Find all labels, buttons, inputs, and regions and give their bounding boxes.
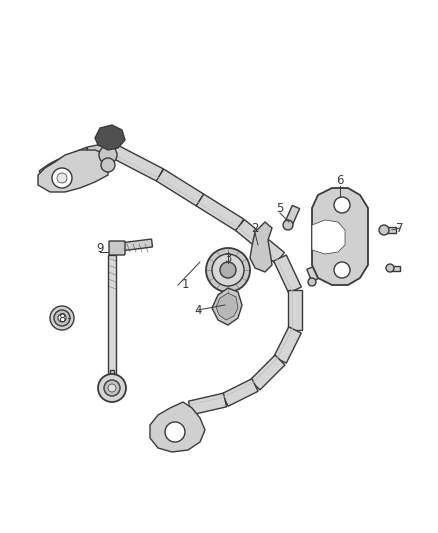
Text: 7: 7: [396, 222, 404, 235]
Polygon shape: [212, 288, 242, 325]
Circle shape: [101, 158, 115, 172]
Circle shape: [212, 254, 244, 286]
Circle shape: [283, 220, 293, 230]
Polygon shape: [284, 205, 300, 227]
Circle shape: [220, 262, 236, 278]
Polygon shape: [38, 150, 108, 192]
Polygon shape: [110, 370, 114, 380]
Text: 5: 5: [276, 201, 284, 214]
Circle shape: [165, 422, 185, 442]
Text: 3: 3: [224, 252, 232, 264]
Circle shape: [308, 278, 316, 286]
Polygon shape: [312, 220, 345, 254]
Circle shape: [54, 310, 70, 326]
Polygon shape: [274, 327, 301, 363]
Text: 2: 2: [251, 222, 259, 235]
Polygon shape: [384, 227, 396, 233]
Polygon shape: [288, 290, 302, 330]
Polygon shape: [196, 194, 244, 231]
Circle shape: [52, 168, 72, 188]
Circle shape: [104, 380, 120, 396]
Polygon shape: [105, 142, 163, 181]
Polygon shape: [390, 265, 400, 271]
Polygon shape: [274, 255, 301, 293]
Text: 8: 8: [58, 311, 66, 325]
Circle shape: [58, 314, 66, 322]
Polygon shape: [108, 255, 116, 380]
FancyBboxPatch shape: [109, 241, 125, 255]
Polygon shape: [236, 220, 284, 263]
Polygon shape: [156, 169, 204, 206]
Circle shape: [206, 248, 250, 292]
Circle shape: [99, 146, 117, 164]
Text: 4: 4: [194, 303, 202, 317]
Polygon shape: [250, 222, 272, 272]
Polygon shape: [222, 379, 258, 406]
Polygon shape: [112, 239, 152, 252]
Circle shape: [334, 197, 350, 213]
Polygon shape: [216, 293, 238, 320]
Polygon shape: [150, 402, 205, 452]
Text: 6: 6: [336, 174, 344, 187]
Circle shape: [50, 306, 74, 330]
Circle shape: [334, 262, 350, 278]
Circle shape: [386, 264, 394, 272]
Polygon shape: [312, 188, 368, 285]
Polygon shape: [95, 125, 125, 150]
Polygon shape: [87, 143, 109, 157]
Polygon shape: [50, 156, 70, 173]
Circle shape: [57, 173, 67, 183]
Polygon shape: [66, 147, 90, 165]
Text: 1: 1: [181, 279, 189, 292]
Circle shape: [108, 384, 116, 392]
Polygon shape: [188, 393, 226, 415]
Polygon shape: [307, 266, 318, 281]
Circle shape: [98, 374, 126, 402]
Circle shape: [379, 225, 389, 235]
Polygon shape: [39, 164, 55, 179]
Text: 9: 9: [96, 241, 104, 254]
Polygon shape: [250, 355, 285, 390]
